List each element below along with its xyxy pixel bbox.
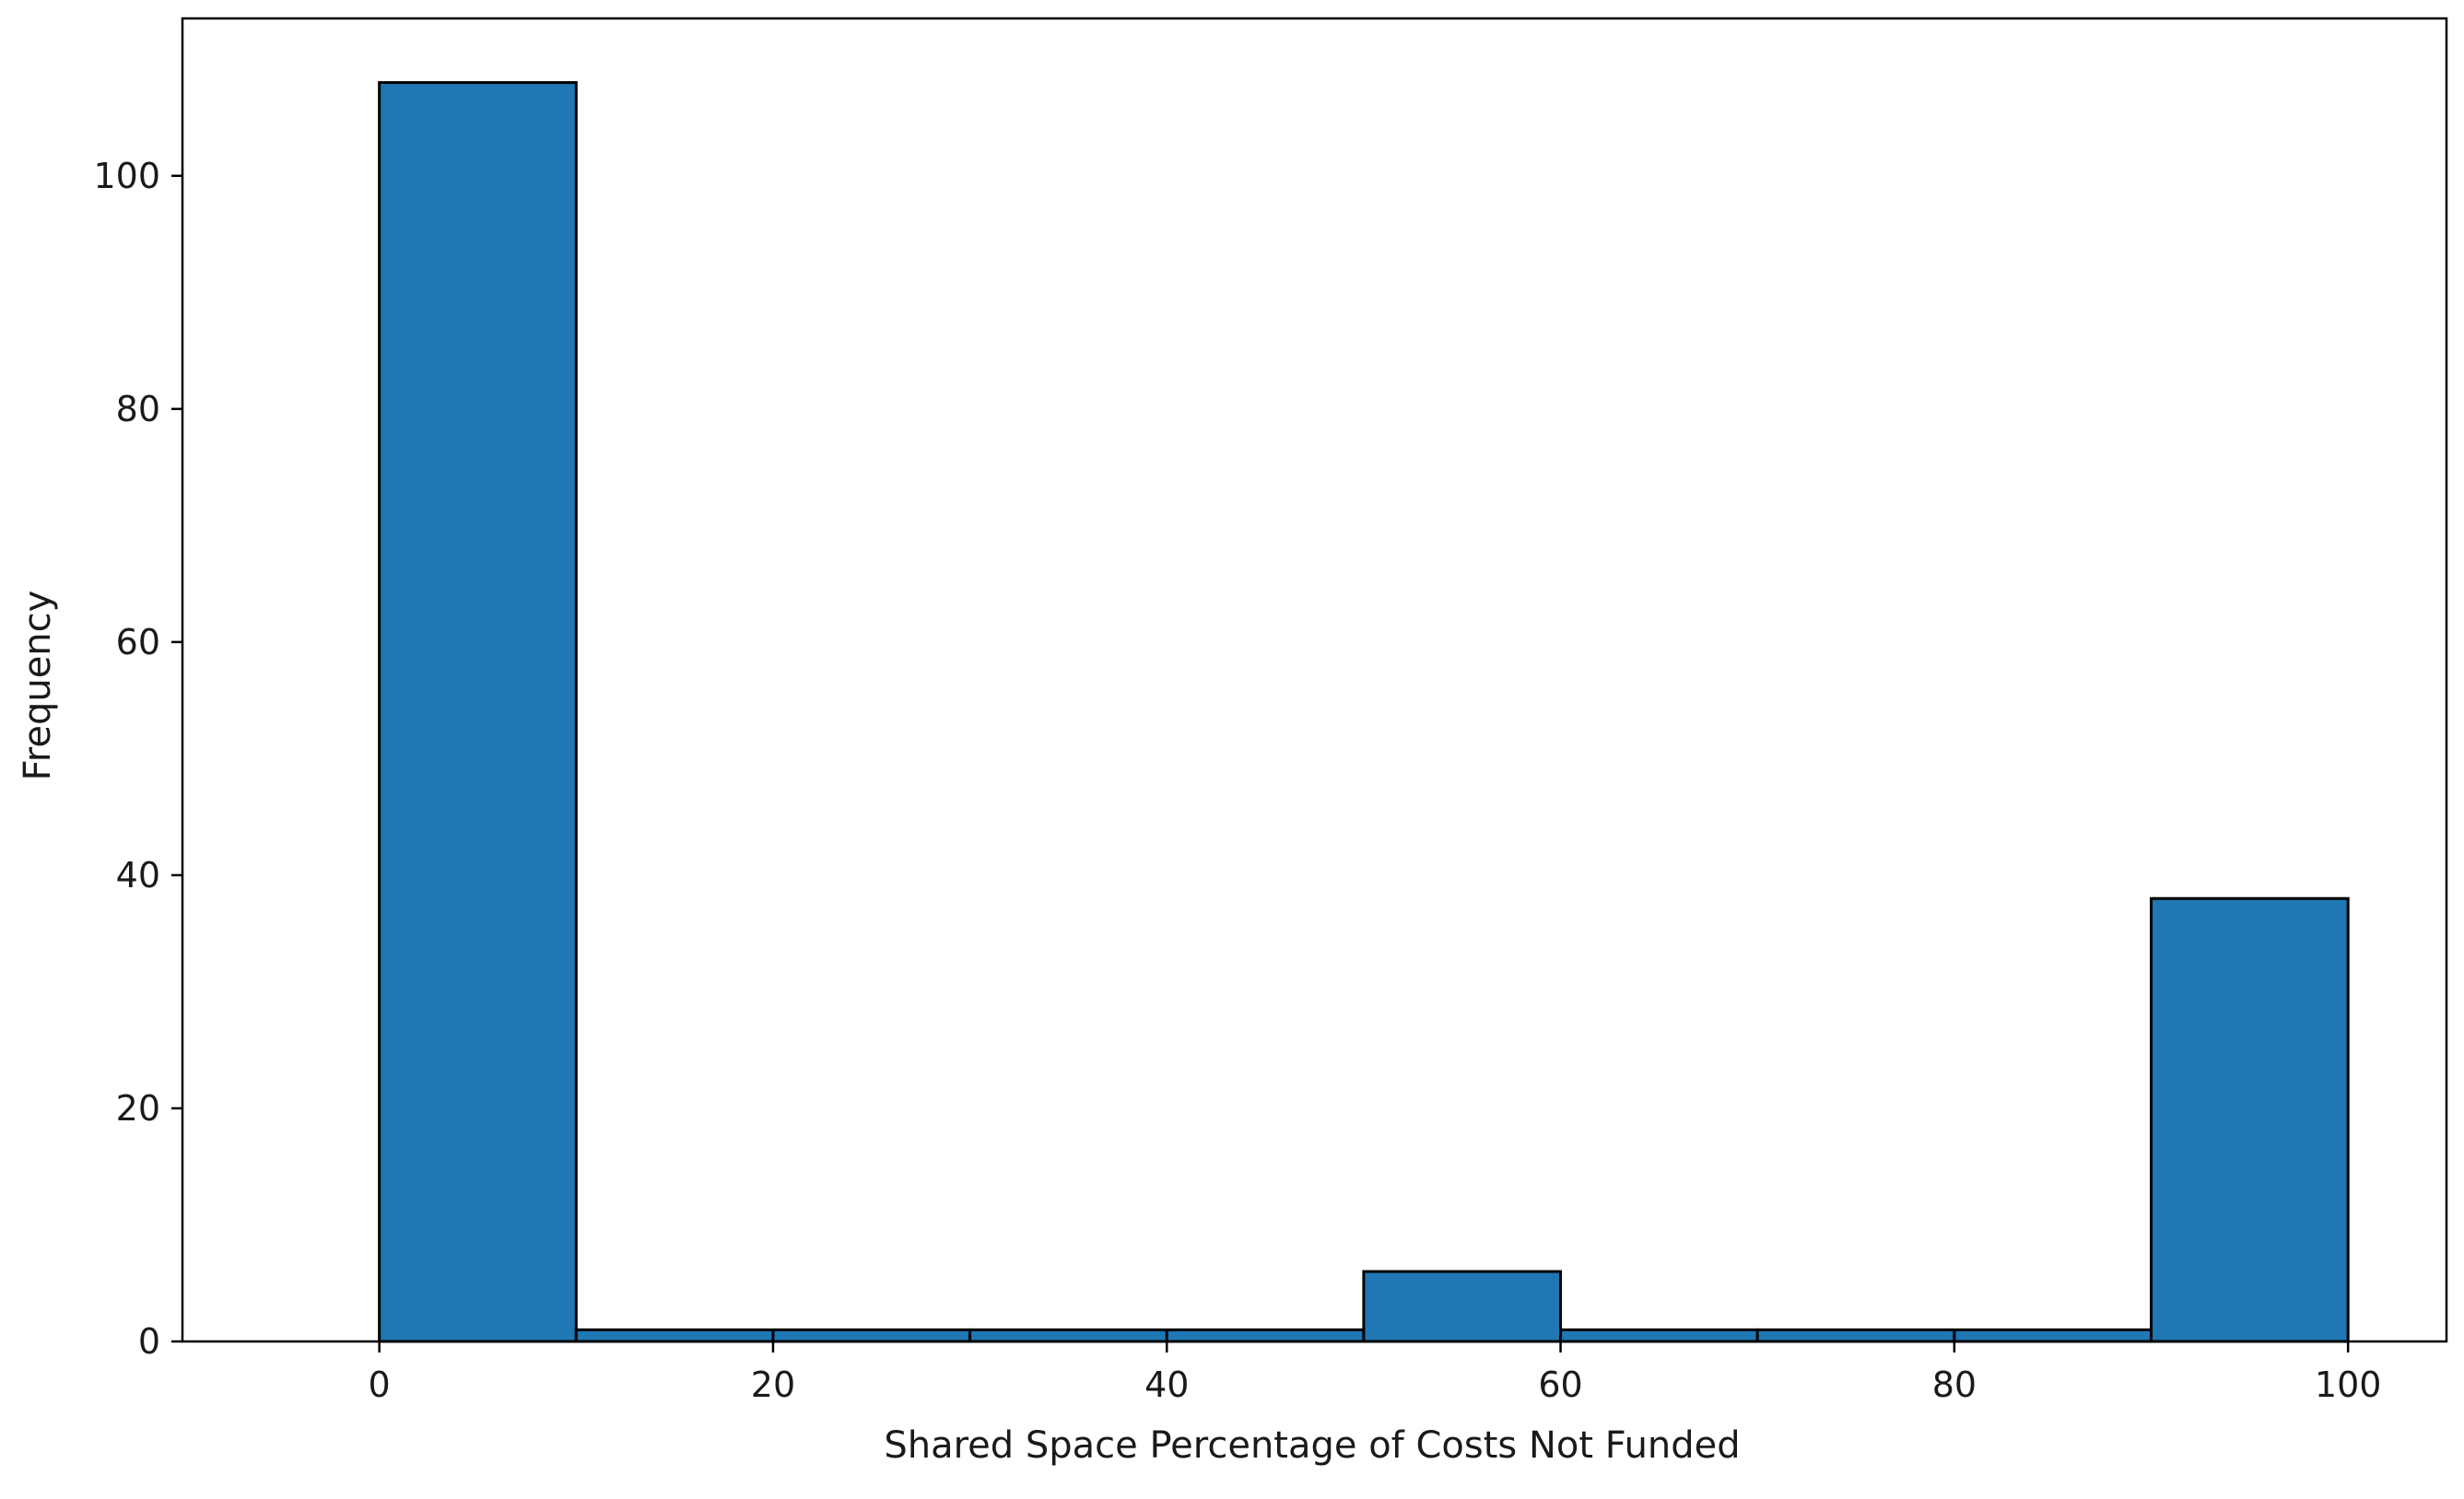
x-tick-label-20: 20 [751, 1364, 795, 1405]
x-tick-label-60: 60 [1538, 1364, 1582, 1405]
y-tick-label-20: 20 [116, 1088, 160, 1129]
x-tick-label-80: 80 [1932, 1364, 1977, 1405]
ticks-layer: 0 20 40 60 80 100 0 20 40 60 80 100 [93, 156, 2381, 1405]
histogram-bar-90-100 [2150, 896, 2350, 1343]
x-tick-label-0: 0 [369, 1364, 391, 1405]
histogram-bar-60-70 [1559, 1328, 1759, 1343]
y-tick-label-80: 80 [116, 389, 160, 429]
y-axis-label: Frequency [17, 591, 59, 781]
plot-frame [181, 17, 2448, 1343]
histogram-bar-50-60 [1362, 1270, 1563, 1343]
y-tick-label-40: 40 [116, 855, 160, 896]
y-tick-label-0: 0 [138, 1321, 160, 1362]
axes-layer [181, 17, 2448, 1343]
histogram-bar-0-10 [378, 81, 578, 1343]
x-tick-label-100: 100 [2315, 1364, 2382, 1405]
bars-layer [378, 81, 2350, 1343]
y-tick-label-100: 100 [93, 156, 160, 196]
x-tick-label-40: 40 [1144, 1364, 1189, 1405]
x-axis-label: Shared Space Percentage of Costs Not Fun… [884, 1424, 1740, 1467]
y-tick-label-60: 60 [116, 622, 160, 662]
